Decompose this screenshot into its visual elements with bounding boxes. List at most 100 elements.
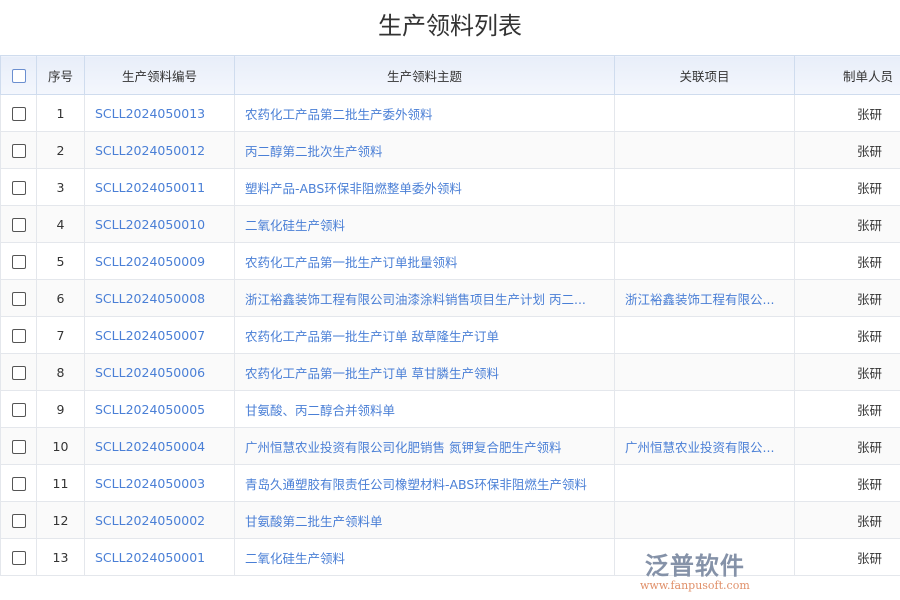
row-person: 张研 — [794, 353, 900, 391]
row-checkbox[interactable] — [0, 501, 37, 539]
col-subject: 生产领料主题 — [234, 55, 615, 95]
row-checkbox[interactable] — [0, 242, 37, 280]
row-seq: 1 — [36, 94, 85, 132]
row-person: 张研 — [794, 464, 900, 502]
row-project-link[interactable] — [614, 353, 795, 391]
row-subject-link[interactable]: 塑料产品-ABS环保非阻燃整单委外领料 — [234, 168, 615, 206]
row-project-link[interactable]: 广州恒慧农业投资有限公... — [614, 427, 795, 465]
row-project-link[interactable] — [614, 538, 795, 576]
row-code-link[interactable]: SCLL2024050008 — [84, 279, 235, 317]
row-seq: 9 — [36, 390, 85, 428]
row-subject-link[interactable]: 二氧化硅生产领料 — [234, 205, 615, 243]
row-checkbox[interactable] — [0, 279, 37, 317]
row-person: 张研 — [794, 168, 900, 206]
row-code-link[interactable]: SCLL2024050013 — [84, 94, 235, 132]
row-project-link[interactable] — [614, 501, 795, 539]
row-checkbox[interactable] — [0, 427, 37, 465]
row-project-link[interactable] — [614, 390, 795, 428]
logo-url: www.fanpusoft.com — [640, 579, 750, 592]
row-checkbox[interactable] — [0, 538, 37, 576]
table-row[interactable]: 1 SCLL2024050013 农药化工产品第二批生产委外领料 张研 — [0, 94, 900, 132]
table-row[interactable]: 3 SCLL2024050011 塑料产品-ABS环保非阻燃整单委外领料 张研 — [0, 168, 900, 206]
page-title: 生产领料列表 — [378, 12, 522, 40]
row-person: 张研 — [794, 242, 900, 280]
row-subject-link[interactable]: 农药化工产品第一批生产订单 敌草隆生产订单 — [234, 316, 615, 354]
row-code-link[interactable]: SCLL2024050004 — [84, 427, 235, 465]
row-subject-link[interactable]: 丙二醇第二批次生产领料 — [234, 131, 615, 169]
table-header: 序号 生产领料编号 生产领料主题 关联项目 制单人员 — [0, 55, 900, 95]
row-subject-link[interactable]: 广州恒慧农业投资有限公司化肥销售 氮钾复合肥生产领料 — [234, 427, 615, 465]
col-seq: 序号 — [36, 55, 85, 95]
row-checkbox[interactable] — [0, 131, 37, 169]
row-subject-link[interactable]: 甘氨酸第二批生产领料单 — [234, 501, 615, 539]
row-code-link[interactable]: SCLL2024050005 — [84, 390, 235, 428]
row-seq: 12 — [36, 501, 85, 539]
row-checkbox[interactable] — [0, 390, 37, 428]
row-project-link[interactable] — [614, 205, 795, 243]
table-row[interactable]: 4 SCLL2024050010 二氧化硅生产领料 张研 — [0, 205, 900, 243]
row-code-link[interactable]: SCLL2024050010 — [84, 205, 235, 243]
row-project-link[interactable] — [614, 242, 795, 280]
row-seq: 8 — [36, 353, 85, 391]
table-row[interactable]: 11 SCLL2024050003 青岛久通塑胶有限责任公司橡塑材料-ABS环保… — [0, 464, 900, 502]
table-row[interactable]: 9 SCLL2024050005 甘氨酸、丙二醇合并领料单 张研 — [0, 390, 900, 428]
row-code-link[interactable]: SCLL2024050007 — [84, 316, 235, 354]
row-subject-link[interactable]: 农药化工产品第一批生产订单批量领料 — [234, 242, 615, 280]
row-code-link[interactable]: SCLL2024050003 — [84, 464, 235, 502]
row-seq: 6 — [36, 279, 85, 317]
logo-name: 泛普软件 — [644, 552, 745, 580]
fanpusoft-logo: 泛普软件 www.fanpusoft.com — [640, 553, 750, 592]
row-subject-link[interactable]: 二氧化硅生产领料 — [234, 538, 615, 576]
row-project-link[interactable]: 浙江裕鑫装饰工程有限公... — [614, 279, 795, 317]
col-project: 关联项目 — [614, 55, 795, 95]
row-seq: 11 — [36, 464, 85, 502]
row-subject-link[interactable]: 浙江裕鑫装饰工程有限公司油漆涂料销售项目生产计划 丙二... — [234, 279, 615, 317]
table-row[interactable]: 8 SCLL2024050006 农药化工产品第一批生产订单 草甘膦生产领料 张… — [0, 353, 900, 391]
row-seq: 5 — [36, 242, 85, 280]
row-code-link[interactable]: SCLL2024050009 — [84, 242, 235, 280]
row-code-link[interactable]: SCLL2024050002 — [84, 501, 235, 539]
table-row[interactable]: 6 SCLL2024050008 浙江裕鑫装饰工程有限公司油漆涂料销售项目生产计… — [0, 279, 900, 317]
row-person: 张研 — [794, 538, 900, 576]
table-row[interactable]: 7 SCLL2024050007 农药化工产品第一批生产订单 敌草隆生产订单 张… — [0, 316, 900, 354]
col-code: 生产领料编号 — [84, 55, 235, 95]
row-person: 张研 — [794, 316, 900, 354]
row-project-link[interactable] — [614, 316, 795, 354]
table-row[interactable]: 5 SCLL2024050009 农药化工产品第一批生产订单批量领料 张研 — [0, 242, 900, 280]
table-row[interactable]: 2 SCLL2024050012 丙二醇第二批次生产领料 张研 — [0, 131, 900, 169]
row-code-link[interactable]: SCLL2024050001 — [84, 538, 235, 576]
row-code-link[interactable]: SCLL2024050012 — [84, 131, 235, 169]
row-subject-link[interactable]: 农药化工产品第二批生产委外领料 — [234, 94, 615, 132]
row-checkbox[interactable] — [0, 464, 37, 502]
row-subject-link[interactable]: 青岛久通塑胶有限责任公司橡塑材料-ABS环保非阻燃生产领料 — [234, 464, 615, 502]
row-seq: 2 — [36, 131, 85, 169]
row-subject-link[interactable]: 农药化工产品第一批生产订单 草甘膦生产领料 — [234, 353, 615, 391]
table-row[interactable]: 10 SCLL2024050004 广州恒慧农业投资有限公司化肥销售 氮钾复合肥… — [0, 427, 900, 465]
row-seq: 13 — [36, 538, 85, 576]
table-row[interactable]: 12 SCLL2024050002 甘氨酸第二批生产领料单 张研 — [0, 501, 900, 539]
row-checkbox[interactable] — [0, 168, 37, 206]
select-all-checkbox[interactable] — [0, 55, 37, 95]
row-code-link[interactable]: SCLL2024050011 — [84, 168, 235, 206]
row-person: 张研 — [794, 279, 900, 317]
row-person: 张研 — [794, 131, 900, 169]
row-checkbox[interactable] — [0, 316, 37, 354]
row-checkbox[interactable] — [0, 94, 37, 132]
table-row[interactable]: 13 SCLL2024050001 二氧化硅生产领料 张研 — [0, 538, 900, 576]
row-checkbox[interactable] — [0, 205, 37, 243]
row-seq: 7 — [36, 316, 85, 354]
material-requisition-table: 序号 生产领料编号 生产领料主题 关联项目 制单人员 1 SCLL2024050… — [0, 55, 900, 576]
row-person: 张研 — [794, 501, 900, 539]
row-seq: 3 — [36, 168, 85, 206]
row-person: 张研 — [794, 390, 900, 428]
row-project-link[interactable] — [614, 464, 795, 502]
row-checkbox[interactable] — [0, 353, 37, 391]
row-person: 张研 — [794, 94, 900, 132]
row-code-link[interactable]: SCLL2024050006 — [84, 353, 235, 391]
row-seq: 4 — [36, 205, 85, 243]
row-subject-link[interactable]: 甘氨酸、丙二醇合并领料单 — [234, 390, 615, 428]
col-person: 制单人员 — [794, 55, 900, 95]
row-project-link[interactable] — [614, 131, 795, 169]
row-project-link[interactable] — [614, 168, 795, 206]
row-project-link[interactable] — [614, 94, 795, 132]
